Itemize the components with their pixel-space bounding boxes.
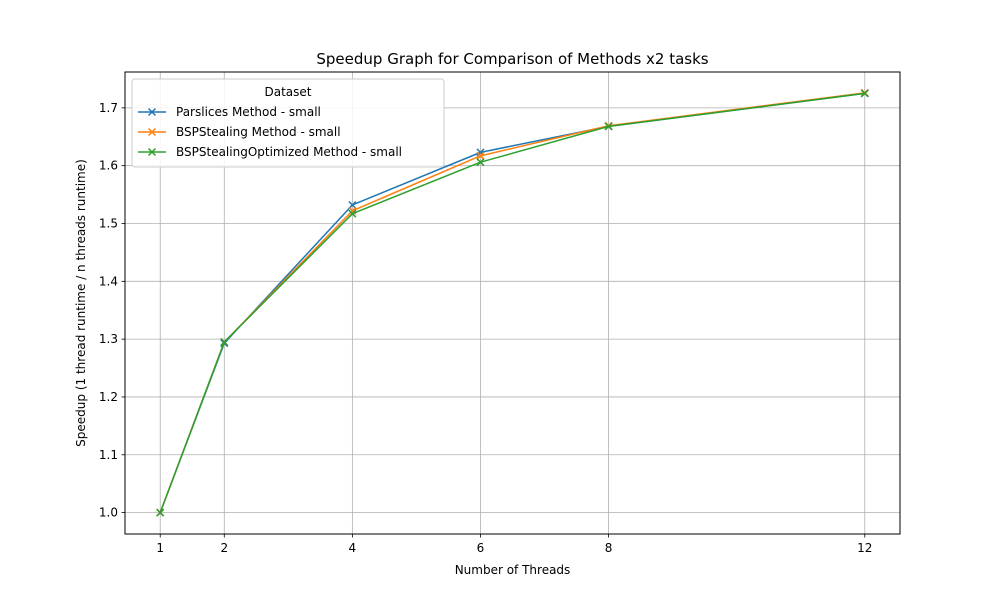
- data-point-marker: [476, 158, 485, 167]
- data-point-marker: [860, 89, 869, 98]
- legend-marker: [147, 107, 157, 117]
- series-3: [156, 89, 869, 517]
- x-tick-label: 6: [477, 541, 485, 555]
- data-point-marker: [156, 508, 165, 517]
- legend-entry: Parslices Method - small: [138, 105, 321, 119]
- y-tick-label: 1.2: [99, 390, 118, 404]
- legend-box: [131, 78, 445, 168]
- legend-title: Dataset: [265, 85, 312, 99]
- x-tick-label: 2: [220, 541, 228, 555]
- legend-label: Parslices Method - small: [176, 105, 321, 119]
- data-point-marker: [348, 209, 357, 218]
- data-point-marker: [220, 337, 229, 347]
- x-tick-label: 4: [349, 541, 357, 555]
- x-tick-label: 8: [605, 541, 613, 555]
- legend-entry: BSPStealingOptimized Method - small: [138, 145, 402, 159]
- x-axis-label: Number of Threads: [455, 563, 571, 577]
- x-tick-label: 12: [857, 541, 872, 555]
- y-tick-label: 1.6: [99, 159, 118, 173]
- y-tick-label: 1.3: [99, 332, 118, 346]
- x-tick-label: 1: [156, 541, 164, 555]
- y-axis-label: Speedup (1 thread runtime / n threads ru…: [74, 159, 88, 447]
- y-tick-label: 1.7: [99, 101, 118, 115]
- legend-label: BSPStealing Method - small: [176, 125, 341, 139]
- data-point-marker: [348, 200, 357, 210]
- y-tick-label: 1.0: [99, 506, 118, 520]
- data-point-marker: [604, 122, 613, 131]
- legend-marker: [147, 147, 157, 157]
- y-axis-ticks: 1.0 1.1 1.2 1.3 1.4 1.5 1.6 1.7: [99, 101, 125, 520]
- y-tick-label: 1.1: [99, 448, 118, 462]
- chart-title: Speedup Graph for Comparison of Methods …: [316, 50, 708, 68]
- legend-entry: BSPStealing Method - small: [138, 125, 341, 139]
- series-group: [156, 88, 869, 517]
- data-point-marker: [476, 151, 485, 160]
- y-tick-label: 1.5: [99, 216, 118, 230]
- plot-area-frame: [124, 71, 901, 535]
- legend-label: BSPStealingOptimized Method - small: [176, 145, 402, 159]
- legend-entries: Parslices Method - small BSPStealing Meth…: [138, 105, 402, 159]
- legend-marker: [147, 127, 157, 137]
- y-tick-label: 1.4: [99, 274, 118, 288]
- legend: Dataset Parslices Method - small BSPSteal…: [131, 78, 445, 168]
- series-line: [159, 92, 865, 513]
- x-axis-ticks: 1 2 4 6 8 12: [156, 534, 872, 555]
